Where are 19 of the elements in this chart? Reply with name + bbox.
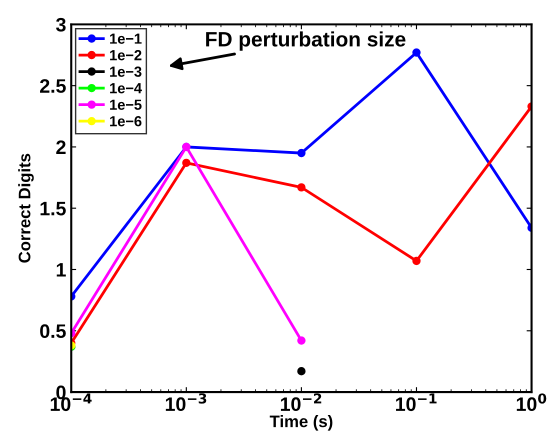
y-tick-label: 1.5 bbox=[40, 202, 66, 216]
y-tick-label: 2 bbox=[56, 140, 66, 154]
x-tick-label: 10$^{0}$ bbox=[516, 393, 546, 412]
y-tick-label: 2.5 bbox=[40, 79, 66, 93]
legend-label: 1e−1 bbox=[110, 34, 142, 44]
x-tick-label: 10$^{−1}$ bbox=[396, 394, 437, 412]
x-tick-label: 10$^{−2}$ bbox=[280, 393, 322, 412]
y-tick-label: 1 bbox=[56, 263, 66, 277]
legend-label: 1e−5 bbox=[110, 100, 142, 110]
annotation: FD perturbation size bbox=[206, 31, 406, 51]
y-tick-label: 0.5 bbox=[40, 324, 66, 338]
legend-label: 1e−2 bbox=[110, 50, 142, 60]
legend-label: 1e−3 bbox=[110, 66, 142, 77]
legend-label: 1e−4 bbox=[110, 83, 142, 94]
y-axis-title: Correct Digits bbox=[18, 154, 34, 263]
y-tick-label: 3 bbox=[56, 18, 66, 32]
x-axis-title: Time (s) bbox=[270, 415, 332, 431]
x-tick-label: 10$^{−3}$ bbox=[166, 393, 206, 412]
legend-label: 1e−6 bbox=[110, 116, 142, 126]
